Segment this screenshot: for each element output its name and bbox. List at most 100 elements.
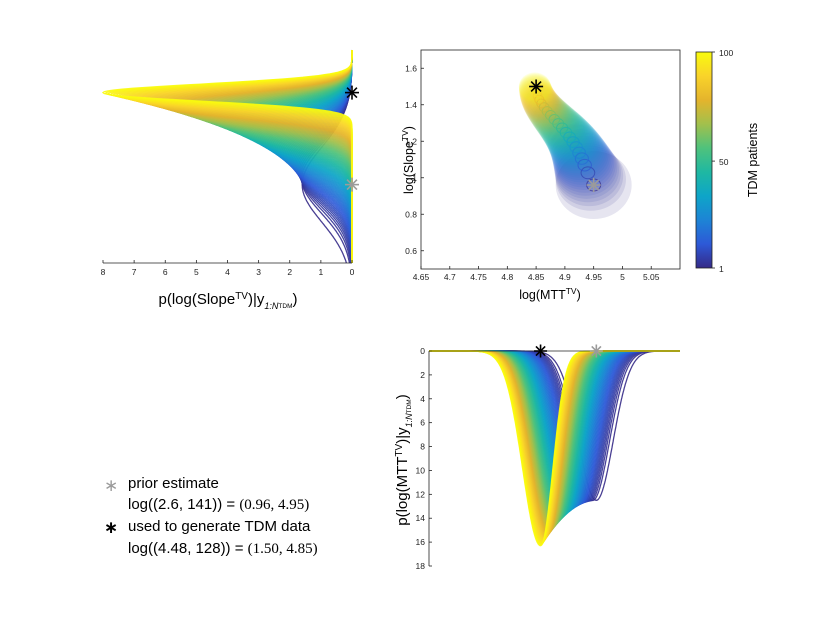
joint-scatter-y-tick-label: 0.6	[405, 246, 417, 256]
joint-scatter-plot: 4.65 4.7 4.75 4.8 4.85 4.9 4.95 5 5.05 0.6 0.8 1 1.2…	[400, 49, 681, 302]
joint-scatter-blob	[552, 130, 610, 183]
joint-scatter-x-tick-label: 4.8	[501, 272, 513, 282]
mtt-density-prior-star	[589, 344, 603, 358]
joint-scatter-x-tick-label: 4.95	[585, 272, 602, 282]
joint-scatter-x-tick-label: 5	[620, 272, 625, 282]
mtt-density-ylabel: p(log(MTTTV)|y1:NTDM)	[394, 394, 415, 525]
colorbar-tick-label: 1	[719, 264, 724, 274]
joint-scatter-blob	[532, 100, 576, 139]
joint-scatter-blob	[551, 129, 609, 181]
slope-density-x-ticks: 8 7 6 5 4 3 2 1 0	[101, 260, 355, 277]
legend-prior-symbol: ∗	[104, 476, 118, 495]
mtt-density-plot: 0 2 4 6 8 10 12 14 16 18 p(log(MTTTV)|y1:NTDM)	[394, 344, 680, 571]
joint-scatter-x-tick-label: 4.75	[470, 272, 487, 282]
slope-density-x-tick-label: 2	[287, 267, 292, 277]
slope-density-x-tick-label: 3	[256, 267, 261, 277]
joint-scatter-x-tick-label: 4.9	[559, 272, 571, 282]
colorbar-tick-label: 50	[719, 157, 729, 167]
joint-scatter-blobs	[518, 72, 632, 220]
joint-scatter-tdm-star-stroke	[530, 80, 542, 93]
joint-scatter-rings	[530, 84, 602, 192]
joint-scatter-ring	[580, 166, 596, 180]
slope-density-x-tick-label: 6	[163, 267, 168, 277]
joint-scatter-blob	[542, 112, 592, 156]
joint-scatter-ring	[572, 146, 587, 159]
mtt-density-y-tick-label: 12	[416, 489, 426, 499]
joint-scatter-y-tick-label: 1.4	[405, 100, 417, 110]
mtt-density-y-tick-label: 18	[416, 561, 426, 571]
joint-scatter-blob	[520, 81, 556, 113]
joint-scatter-y-tick-label: 1.6	[405, 63, 417, 73]
slope-density-xlabel: p(log(SlopeTV)|y1:NTDM)	[158, 291, 297, 312]
joint-scatter-blob	[552, 132, 612, 185]
joint-scatter-tdm-star	[529, 79, 544, 94]
slope-density-tdm-star-stroke	[346, 87, 358, 99]
slope-density-curve	[101, 50, 353, 263]
colorbar-label: TDM patients	[746, 123, 760, 197]
joint-scatter-x-tick-label: 5.05	[643, 272, 660, 282]
colorbar-tick-label: 100	[719, 48, 733, 58]
joint-scatter-blob	[545, 116, 596, 162]
joint-scatter-blob	[555, 145, 624, 207]
joint-scatter-ylabel: log(SlopeTV)	[400, 126, 416, 194]
joint-scatter-ring	[532, 91, 543, 101]
slope-density-x-tick-label: 1	[319, 267, 324, 277]
legend-tdm-math: log((4.48, 128)) = (1.50, 4.85)	[128, 540, 318, 557]
mtt-density-markers	[534, 344, 603, 358]
joint-scatter-blob	[535, 103, 581, 144]
mtt-density-prior-star-stroke	[591, 345, 602, 357]
legend: ∗ prior estimate log((2.6, 141)) = (0.96…	[104, 475, 318, 557]
joint-scatter-x-tick-label: 4.65	[413, 272, 430, 282]
joint-scatter-prior-star-stroke	[588, 179, 600, 191]
joint-scatter-y-tick-label: 1	[412, 173, 417, 183]
joint-scatter-blob	[553, 137, 616, 193]
slope-density-curves	[101, 49, 353, 264]
mtt-density-y-tick-label: 10	[416, 465, 426, 475]
mtt-density-y-tick-label: 0	[420, 346, 425, 356]
slope-density-prior-star	[345, 177, 359, 192]
slope-density-x-tick-label: 0	[350, 267, 355, 277]
mtt-density-y-tick-label: 6	[420, 418, 425, 428]
joint-scatter-x-tick-label: 4.7	[444, 272, 456, 282]
mtt-density-tdm-star	[534, 344, 548, 358]
mtt-density-y-tick-label: 2	[420, 370, 425, 380]
slope-density-markers	[345, 85, 359, 192]
colorbar-ticks: 100 50 1	[712, 48, 733, 274]
joint-scatter-blob	[543, 113, 593, 158]
joint-scatter-y-tick-label: 1.2	[405, 136, 417, 146]
mtt-density-y-tick-label: 16	[416, 537, 426, 547]
joint-scatter-blob	[552, 134, 613, 188]
slope-density-prior-star-stroke	[346, 179, 358, 191]
legend-prior-label: prior estimate	[128, 475, 219, 492]
legend-tdm-label: used to generate TDM data	[128, 518, 311, 535]
joint-scatter-blob	[554, 141, 620, 199]
mtt-density-y-tick-label: 8	[420, 442, 425, 452]
legend-prior-math: log((2.6, 141)) = (0.96, 4.95)	[128, 496, 309, 513]
slope-density-x-tick-label: 8	[101, 267, 106, 277]
joint-scatter-frame	[420, 49, 681, 270]
colorbar: 100 50 1 TDM patients	[695, 48, 760, 274]
joint-scatter-blob	[553, 135, 615, 190]
mtt-density-y-ticks: 0 2 4 6 8 10 12 14 16 18	[416, 346, 432, 571]
joint-scatter-x-tick-label: 4.85	[528, 272, 545, 282]
joint-scatter-ticks: 4.65 4.7 4.75 4.8 4.85 4.9 4.95 5 5.05 0.6 0.8 1 1.2…	[405, 63, 660, 282]
slope-density-tdm-star	[345, 85, 359, 100]
joint-scatter-y-tick-label: 0.8	[405, 209, 417, 219]
joint-scatter-xlabel: log(MTTTV)	[519, 286, 581, 302]
joint-scatter-blob	[530, 98, 573, 136]
slope-density-x-tick-label: 7	[132, 267, 137, 277]
joint-scatter-ring	[577, 158, 592, 172]
joint-scatter-blob	[546, 117, 598, 164]
mtt-density-tdm-star-stroke	[535, 345, 546, 357]
mtt-density-y-tick-label: 4	[420, 394, 425, 404]
joint-scatter-prior-star	[586, 178, 601, 193]
colorbar-gradient	[695, 51, 713, 269]
legend-tdm-symbol: ∗	[104, 518, 118, 537]
joint-scatter-markers	[529, 79, 601, 193]
mtt-density-curves	[429, 350, 680, 547]
joint-scatter-ring	[574, 152, 589, 165]
slope-density-x-tick-label: 5	[194, 267, 199, 277]
slope-density-x-tick-label: 4	[225, 267, 230, 277]
slope-density-plot: 8 7 6 5 4 3 2 1 0 p(log(SlopeTV)|y1:NTDM)	[101, 49, 359, 312]
